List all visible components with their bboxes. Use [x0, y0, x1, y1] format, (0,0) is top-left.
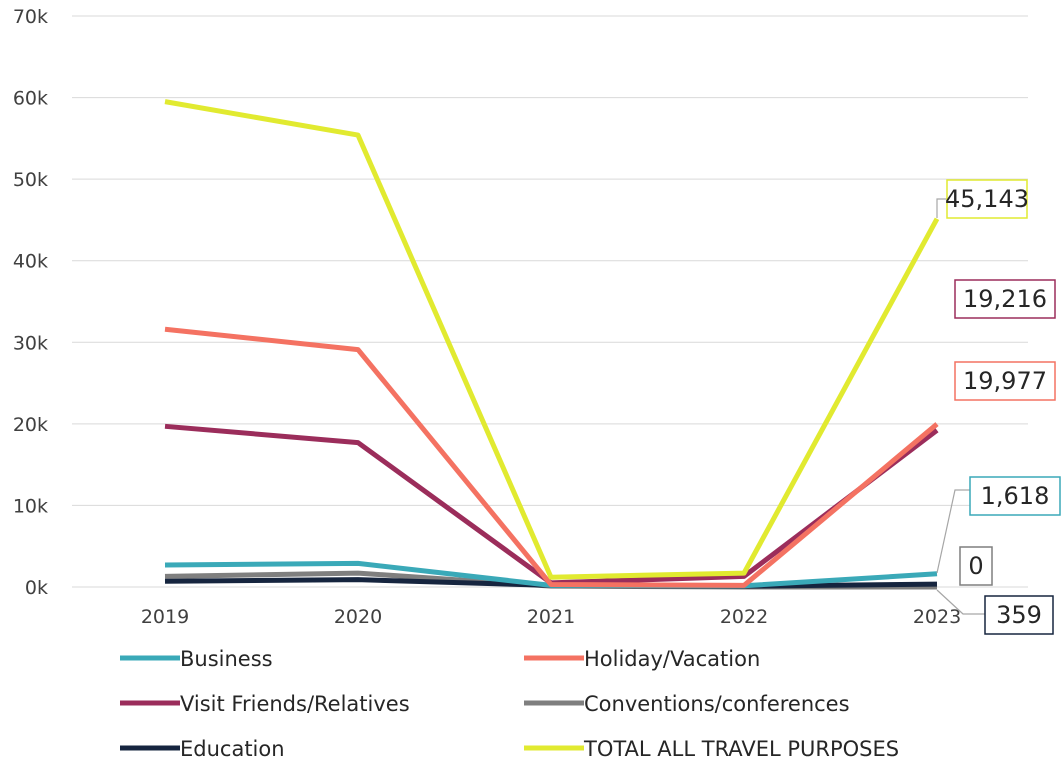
data-callouts: 45,143 19,216 19,977 1,618 0 359: [936, 179, 1061, 635]
y-tick-label: 40k: [13, 251, 48, 273]
legend-label: Holiday/Vacation: [584, 647, 760, 671]
y-axis: 0k 10k 20k 30k 40k 50k 60k 70k: [13, 6, 48, 599]
y-tick-label: 30k: [13, 332, 48, 354]
callout-box: [969, 476, 1061, 516]
legend-item: Holiday/Vacation: [524, 647, 760, 671]
series-line-total-all-travel-purposes: [164, 99, 940, 580]
legend-label: Education: [180, 737, 285, 761]
x-tick-label: 2022: [720, 606, 768, 628]
callout-leader: [936, 489, 970, 574]
x-tick-label: 2023: [913, 606, 961, 628]
y-tick-label: 10k: [13, 495, 48, 517]
series-line-holiday-vacation: [164, 326, 939, 588]
legend-label: TOTAL ALL TRAVEL PURPOSES: [583, 737, 899, 761]
series-line-visit-friends-relatives: [164, 423, 939, 586]
legend-item: Business: [120, 647, 273, 671]
x-tick-label: 2019: [141, 606, 189, 628]
gridlines: [72, 15, 1028, 588]
x-tick-label: 2021: [527, 606, 575, 628]
y-tick-label: 70k: [13, 6, 48, 28]
y-tick-label: 60k: [13, 88, 48, 110]
callout-box: [946, 179, 1028, 219]
legend-item: TOTAL ALL TRAVEL PURPOSES: [524, 737, 899, 761]
y-tick-label: 20k: [13, 414, 48, 436]
callout-box: [984, 595, 1054, 635]
legend-label: Visit Friends/Relatives: [180, 692, 410, 716]
y-tick-label: 0k: [25, 577, 48, 599]
callout-box: [959, 546, 993, 586]
data-label: 1,618: [981, 482, 1050, 510]
callout-leader: [936, 589, 985, 615]
x-tick-label: 2020: [334, 606, 382, 628]
legend-item: Visit Friends/Relatives: [120, 692, 410, 716]
callout-leader: [936, 198, 947, 218]
data-label: 19,216: [963, 285, 1047, 313]
data-label: 19,977: [963, 367, 1047, 395]
y-tick-label: 50k: [13, 169, 48, 191]
callout-box: [954, 279, 1056, 319]
legend: Business Holiday/Vacation Visit Friends/Re…: [120, 647, 899, 761]
callout-box: [954, 361, 1056, 401]
legend-label: Business: [180, 647, 273, 671]
data-label: 359: [996, 601, 1042, 629]
data-label: 45,143: [945, 185, 1029, 213]
legend-label: Conventions/conferences: [584, 692, 850, 716]
data-label: 0: [968, 552, 983, 580]
series-lines: [164, 99, 940, 590]
legend-item: Conventions/conferences: [524, 692, 850, 716]
legend-item: Education: [120, 737, 285, 761]
x-axis: 2019 2020 2021 2022 2023: [141, 606, 961, 628]
